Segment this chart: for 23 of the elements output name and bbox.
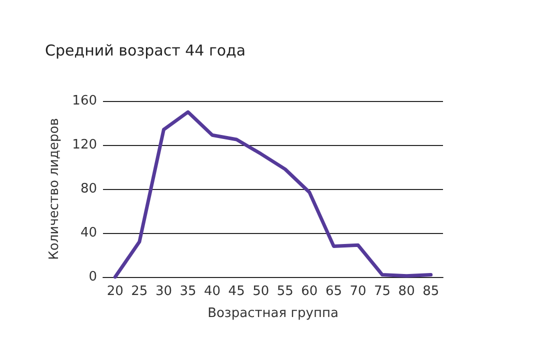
y-axis-title: Количество лидеров [47, 118, 62, 260]
x-tick-label: 80 [398, 284, 415, 299]
x-tick-label: 55 [276, 284, 294, 299]
x-tick-label: 25 [131, 284, 148, 299]
line-series [113, 110, 433, 279]
y-tick-label: 80 [80, 182, 97, 196]
x-tick-label: 35 [180, 284, 196, 299]
x-tick-label: 60 [301, 284, 318, 299]
x-tick-label: 45 [228, 284, 245, 299]
x-tick-label: 75 [374, 284, 391, 299]
x-tick-label: 85 [422, 284, 440, 299]
x-tick-label: 20 [106, 284, 124, 299]
x-tick-label: 65 [325, 284, 342, 299]
x-axis-title: Возрастная группа [208, 306, 338, 321]
y-tick-label: 0 [88, 270, 97, 284]
x-tick-label: 40 [204, 284, 221, 299]
y-tick-label: 120 [72, 138, 97, 152]
x-tick-label: 50 [252, 284, 270, 299]
x-tick-label: 70 [350, 284, 366, 299]
y-tick-label: 160 [72, 94, 97, 108]
y-tick-label: 40 [80, 226, 97, 240]
chart-title: Средний возраст 44 года [45, 42, 246, 60]
x-tick-label: 30 [155, 284, 172, 299]
